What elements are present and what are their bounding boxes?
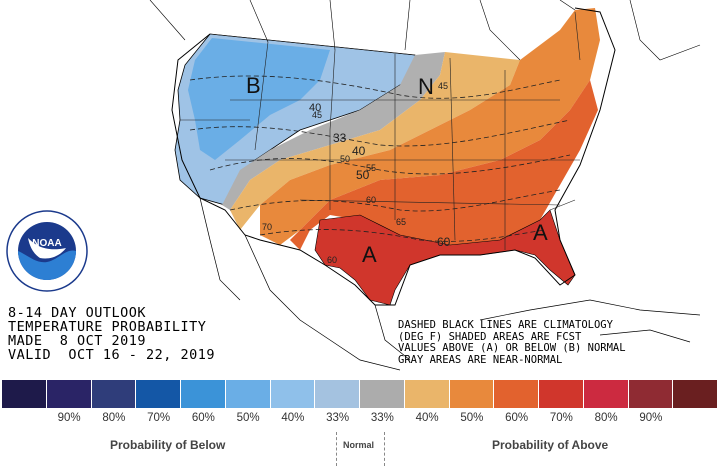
climatology-label: 40 (352, 144, 366, 158)
legend-swatch (583, 380, 629, 408)
legend-tick-label (2, 412, 47, 424)
climatology-label: 50 (340, 154, 350, 164)
legend-tick-label: 33% (326, 412, 350, 424)
legend-swatch (494, 380, 539, 408)
outlook-title-block: 8-14 DAY OUTLOOK TEMPERATURE PROBABILITY… (8, 306, 215, 362)
made-date: MADE 8 OCT 2019 (8, 333, 147, 349)
temperature-outlook-map: B N A A 40 45 33 40 50 55 50 60 65 70 60… (149, 0, 701, 371)
note-line: VALUES ABOVE (A) OR BELOW (B) NORMAL (398, 342, 626, 354)
legend-tick-label: 40% (415, 412, 439, 424)
canada-lines (149, 0, 701, 61)
region-label-above-east: A (533, 220, 548, 245)
legend-caption-above: Probability of Above (492, 438, 609, 452)
note-line: (DEG F) SHADED AREAS ARE FCST (398, 330, 582, 343)
legend-swatches (2, 380, 718, 408)
legend-divider-right (384, 432, 385, 466)
legend-swatch (315, 380, 360, 408)
legend-swatch (360, 380, 405, 408)
legend-swatch (46, 380, 92, 408)
legend-swatch (136, 380, 181, 408)
legend-caption-below: Probability of Below (110, 438, 226, 452)
note-line: DASHED BLACK LINES ARE CLIMATOLOGY (398, 319, 613, 331)
legend-swatch (270, 380, 316, 408)
above-normal-region-70-south (314, 209, 576, 306)
legend-swatch (539, 380, 584, 408)
legend-tick-label (673, 412, 718, 424)
legend-swatch (628, 380, 674, 408)
climatology-label: 60 (366, 195, 376, 205)
climatology-label: 70 (262, 222, 272, 232)
noaa-logo-text: NOAA (32, 238, 61, 249)
valid-range: VALID OCT 16 - 22, 2019 (8, 347, 216, 363)
legend-caption-normal: Normal (343, 440, 375, 450)
outlook-title: 8-14 DAY OUTLOOK (8, 305, 147, 321)
legend-swatch (91, 380, 137, 408)
climatology-label: 40 (309, 102, 321, 114)
legend-ticks: 90% 80% 70% 60% 50% 40% 33% 33% 40% 50% 60% 70% 80% 9… (2, 412, 718, 424)
climatology-label: 50 (356, 168, 370, 182)
above-normal-region-40 (230, 52, 520, 230)
legend-tick-label: 60% (505, 412, 529, 424)
map-notes: DASHED BLACK LINES ARE CLIMATOLOGY (DEG … (398, 319, 626, 366)
outlook-subtitle: TEMPERATURE PROBABILITY (8, 319, 207, 335)
legend-tick-label: 40% (281, 412, 305, 424)
legend-swatch (225, 380, 271, 408)
legend-tick-label: 50% (236, 412, 260, 424)
climatology-label: 60 (437, 235, 451, 249)
probability-legend: 90% 80% 70% 60% 50% 40% 33% 33% 40% 50% 60% 70% 80% 9… (0, 380, 719, 467)
climatology-label: 45 (312, 110, 322, 120)
legend-tick-label: 70% (549, 412, 573, 424)
above-normal-region-60 (290, 80, 598, 250)
region-label-normal: N (418, 74, 434, 99)
climatology-label: 33 (333, 131, 347, 145)
country-outline (171, 7, 616, 306)
legend-swatch (404, 380, 450, 408)
state-boundaries (180, 11, 581, 250)
climatology-label: 65 (396, 217, 406, 227)
legend-tick-label: 80% (102, 412, 126, 424)
legend-tick-label: 90% (57, 412, 81, 424)
climatology-label: 45 (438, 81, 448, 91)
note-line: GRAY AREAS ARE NEAR-NORMAL (398, 353, 563, 366)
legend-swatch (181, 380, 226, 408)
legend-tick-label: 60% (191, 412, 215, 424)
legend-tick-label: 90% (639, 412, 663, 424)
legend-swatch (2, 380, 47, 408)
climatology-label: 55 (366, 163, 376, 173)
climatology-label: 60 (327, 255, 337, 265)
legend-tick-label: 50% (460, 412, 484, 424)
legend-swatch (673, 380, 718, 408)
near-normal-region (222, 52, 445, 210)
mexico-outline (199, 197, 701, 371)
legend-divider-left (336, 432, 337, 466)
climatology-lines (189, 75, 571, 242)
above-normal-region-50 (260, 8, 600, 245)
legend-swatch (449, 380, 495, 408)
noaa-logo: NOAA (6, 210, 88, 292)
legend-tick-label: 70% (147, 412, 171, 424)
region-label-above-south: A (362, 242, 377, 267)
below-normal-region-mid (188, 38, 330, 160)
legend-tick-label: 33% (370, 412, 394, 424)
legend-tick-label: 80% (594, 412, 618, 424)
region-label-below: B (246, 73, 261, 98)
